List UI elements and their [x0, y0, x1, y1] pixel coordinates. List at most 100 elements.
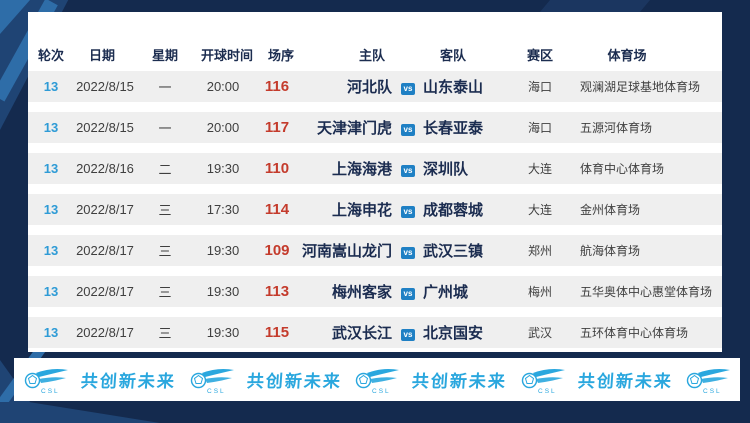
kickoff-time-cell: 20:00 [206, 120, 240, 135]
vs-cell: vs [397, 242, 419, 260]
vs-badge: vs [400, 123, 416, 136]
stadium-cell: 观澜湖足球基地体育场 [580, 80, 701, 94]
weekday-cell: 一 [158, 121, 172, 136]
round-cell: 13 [43, 120, 59, 135]
match-number-cell: 115 [264, 324, 290, 341]
footer-slogan: 共创新未来 [245, 372, 343, 391]
vs-badge: vs [400, 328, 416, 341]
table-header: 轮次 日期 星期 开球时间 场序 主队 客队 赛区 体育场 [28, 12, 722, 68]
zone-cell: 海口 [527, 121, 552, 135]
away-team-cell: 深圳队 [423, 161, 469, 178]
csl-logo: CSL [686, 368, 730, 395]
date-cell: 2022/8/17 [76, 284, 134, 299]
match-number-cell: 116 [264, 78, 290, 95]
csl-logo: CSL [521, 368, 565, 395]
footer-banner: CSL 共创新未来 CSL 共创新未来 CSL 共创新未来 CSL 共创新未来 [14, 358, 740, 401]
match-number-cell: 110 [264, 160, 290, 177]
csl-logo: CSL [355, 368, 399, 395]
stadium-cell: 五华奥体中心惠堂体育场 [580, 285, 713, 299]
date-cell: 2022/8/17 [76, 325, 134, 340]
table-body: 13 2022/8/15 一 20:00 116 河北队 vs 山东泰山 海口 … [28, 71, 722, 348]
csl-logo-text: CSL [41, 388, 60, 395]
round-cell: 13 [43, 202, 59, 217]
zone-cell: 大连 [527, 203, 552, 217]
column-header-away-team: 客队 [439, 48, 467, 63]
round-cell: 13 [43, 79, 59, 94]
diagonal-stripe-top-middle [539, 0, 651, 12]
zone-cell: 梅州 [527, 285, 552, 299]
weekday-cell: 三 [158, 203, 172, 218]
column-header-match-no: 场序 [267, 48, 295, 63]
column-header-weekday: 星期 [151, 48, 179, 63]
stadium-cell: 金州体育场 [580, 203, 641, 217]
footer-slogan: 共创新未来 [576, 372, 674, 391]
weekday-cell: 三 [158, 244, 172, 259]
stadium-cell: 五源河体育场 [580, 121, 653, 135]
zone-cell: 海口 [527, 80, 552, 94]
match-number-cell: 114 [264, 201, 290, 218]
home-team-cell: 河南嵩山龙门 [302, 243, 393, 260]
match-number-cell: 117 [264, 119, 290, 136]
weekday-cell: 二 [158, 162, 172, 177]
vs-cell: vs [397, 160, 419, 178]
kickoff-time-cell: 20:00 [206, 79, 240, 94]
date-cell: 2022/8/17 [76, 243, 134, 258]
table-row: 13 2022/8/16 二 19:30 110 上海海港 vs 深圳队 大连 … [28, 153, 722, 184]
weekday-cell: 三 [158, 285, 172, 300]
weekday-cell: 三 [158, 326, 172, 341]
table-row: 13 2022/8/17 三 19:30 109 河南嵩山龙门 vs 武汉三镇 … [28, 235, 722, 266]
csl-logo-text: CSL [207, 388, 226, 395]
vs-badge: vs [400, 164, 416, 177]
away-team-cell: 长春亚泰 [423, 120, 484, 137]
round-cell: 13 [43, 243, 59, 258]
home-team-cell: 天津津门虎 [316, 120, 392, 137]
csl-logo: CSL [24, 368, 68, 395]
table-row: 13 2022/8/15 一 20:00 116 河北队 vs 山东泰山 海口 … [28, 71, 722, 102]
home-team-cell: 武汉长江 [331, 325, 392, 342]
away-team-cell: 北京国安 [423, 325, 484, 342]
column-header-zone: 赛区 [526, 48, 554, 63]
schedule-table: 轮次 日期 星期 开球时间 场序 主队 客队 赛区 体育场 13 2022/8/… [28, 12, 722, 352]
home-team-cell: 上海申花 [331, 202, 392, 219]
diagonal-stripe-bottom-left-low [0, 402, 160, 423]
kickoff-time-cell: 19:30 [206, 284, 240, 299]
csl-logo-text: CSL [703, 388, 722, 395]
vs-badge: vs [400, 205, 416, 218]
away-team-cell: 广州城 [423, 284, 469, 301]
csl-logo-text: CSL [538, 388, 557, 395]
vs-cell: vs [397, 119, 419, 137]
away-team-cell: 武汉三镇 [423, 243, 484, 260]
zone-cell: 郑州 [527, 244, 552, 258]
weekday-cell: 一 [158, 80, 172, 95]
round-cell: 13 [43, 284, 59, 299]
home-team-cell: 河北队 [346, 79, 392, 96]
footer-slogan: 共创新未来 [80, 372, 177, 391]
column-header-stadium: 体育场 [607, 48, 647, 63]
vs-cell: vs [397, 324, 419, 342]
vs-badge: vs [400, 287, 416, 300]
stadium-cell: 体育中心体育场 [580, 162, 665, 176]
column-header-round: 轮次 [37, 48, 65, 63]
home-team-cell: 上海海港 [331, 161, 392, 178]
kickoff-time-cell: 19:30 [206, 243, 240, 258]
zone-cell: 武汉 [527, 326, 552, 340]
stadium-cell: 航海体育场 [580, 244, 641, 258]
column-header-date: 日期 [88, 48, 116, 63]
table-row: 13 2022/8/17 三 17:30 114 上海申花 vs 成都蓉城 大连… [28, 194, 722, 225]
away-team-cell: 成都蓉城 [423, 202, 484, 219]
date-cell: 2022/8/16 [76, 161, 134, 176]
vs-cell: vs [397, 201, 419, 219]
vs-badge: vs [400, 246, 416, 259]
home-team-cell: 梅州客家 [331, 284, 392, 301]
date-cell: 2022/8/15 [76, 79, 134, 94]
kickoff-time-cell: 19:30 [206, 325, 240, 340]
round-cell: 13 [43, 325, 59, 340]
match-number-cell: 113 [264, 283, 290, 300]
table-row: 13 2022/8/17 三 19:30 115 武汉长江 vs 北京国安 武汉… [28, 317, 722, 348]
kickoff-time-cell: 19:30 [206, 161, 240, 176]
stadium-cell: 五环体育中心体育场 [580, 326, 689, 340]
away-team-cell: 山东泰山 [423, 79, 484, 96]
date-cell: 2022/8/15 [76, 120, 134, 135]
round-cell: 13 [43, 161, 59, 176]
